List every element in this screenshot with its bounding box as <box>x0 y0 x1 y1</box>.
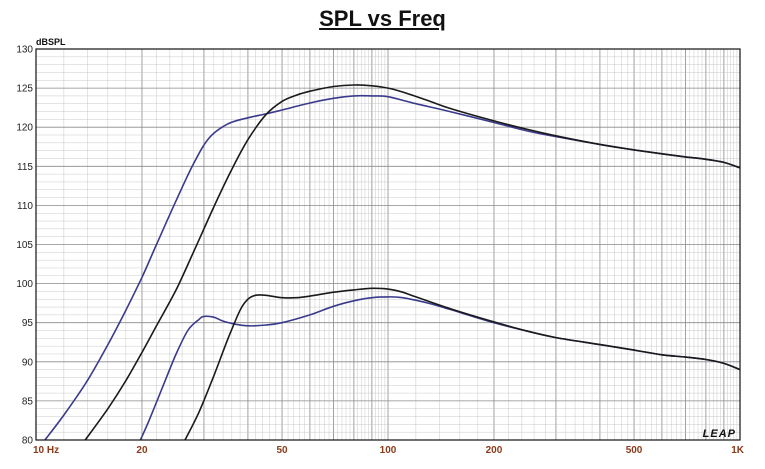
y-tick-label: 115 <box>17 162 33 173</box>
leap-logo: LEAP <box>703 428 736 440</box>
y-tick-label: 100 <box>16 279 33 290</box>
x-tick-label: 1K <box>731 445 745 456</box>
curves <box>44 84 741 441</box>
plot-frame <box>35 48 741 441</box>
x-tick-label: 50 <box>276 445 288 456</box>
y-tick-label: 80 <box>22 436 34 447</box>
y-tick-label: 85 <box>22 396 34 407</box>
x-tick-label: 100 <box>380 445 397 456</box>
y-tick-label: 120 <box>16 123 33 134</box>
y-tick-label: 110 <box>17 201 33 212</box>
y-tick-label: 130 <box>16 45 33 56</box>
x-tick-label: 500 <box>626 445 643 456</box>
x-tick-label: 20 <box>136 445 148 456</box>
x-tick-label: 200 <box>486 445 503 456</box>
x-tick-label: 10 Hz <box>33 445 59 456</box>
chart-title: SPL vs Freq <box>319 6 446 31</box>
y-tick-label: 105 <box>16 240 33 251</box>
y-tick-label: 95 <box>22 318 34 329</box>
curve-4 <box>184 287 741 441</box>
curve-2 <box>84 84 741 441</box>
y-tick-label: 90 <box>22 357 34 368</box>
y-tick-labels: 80 85 90 95 100 105 110 115 120 125 130 <box>16 45 33 447</box>
grid <box>36 49 740 440</box>
curve-3 <box>139 296 741 441</box>
x-tick-labels: 10 Hz 20 50 100 200 500 1K <box>33 445 745 456</box>
y-tick-label: 125 <box>16 84 33 95</box>
y-axis-label: dBSPL <box>36 37 66 47</box>
